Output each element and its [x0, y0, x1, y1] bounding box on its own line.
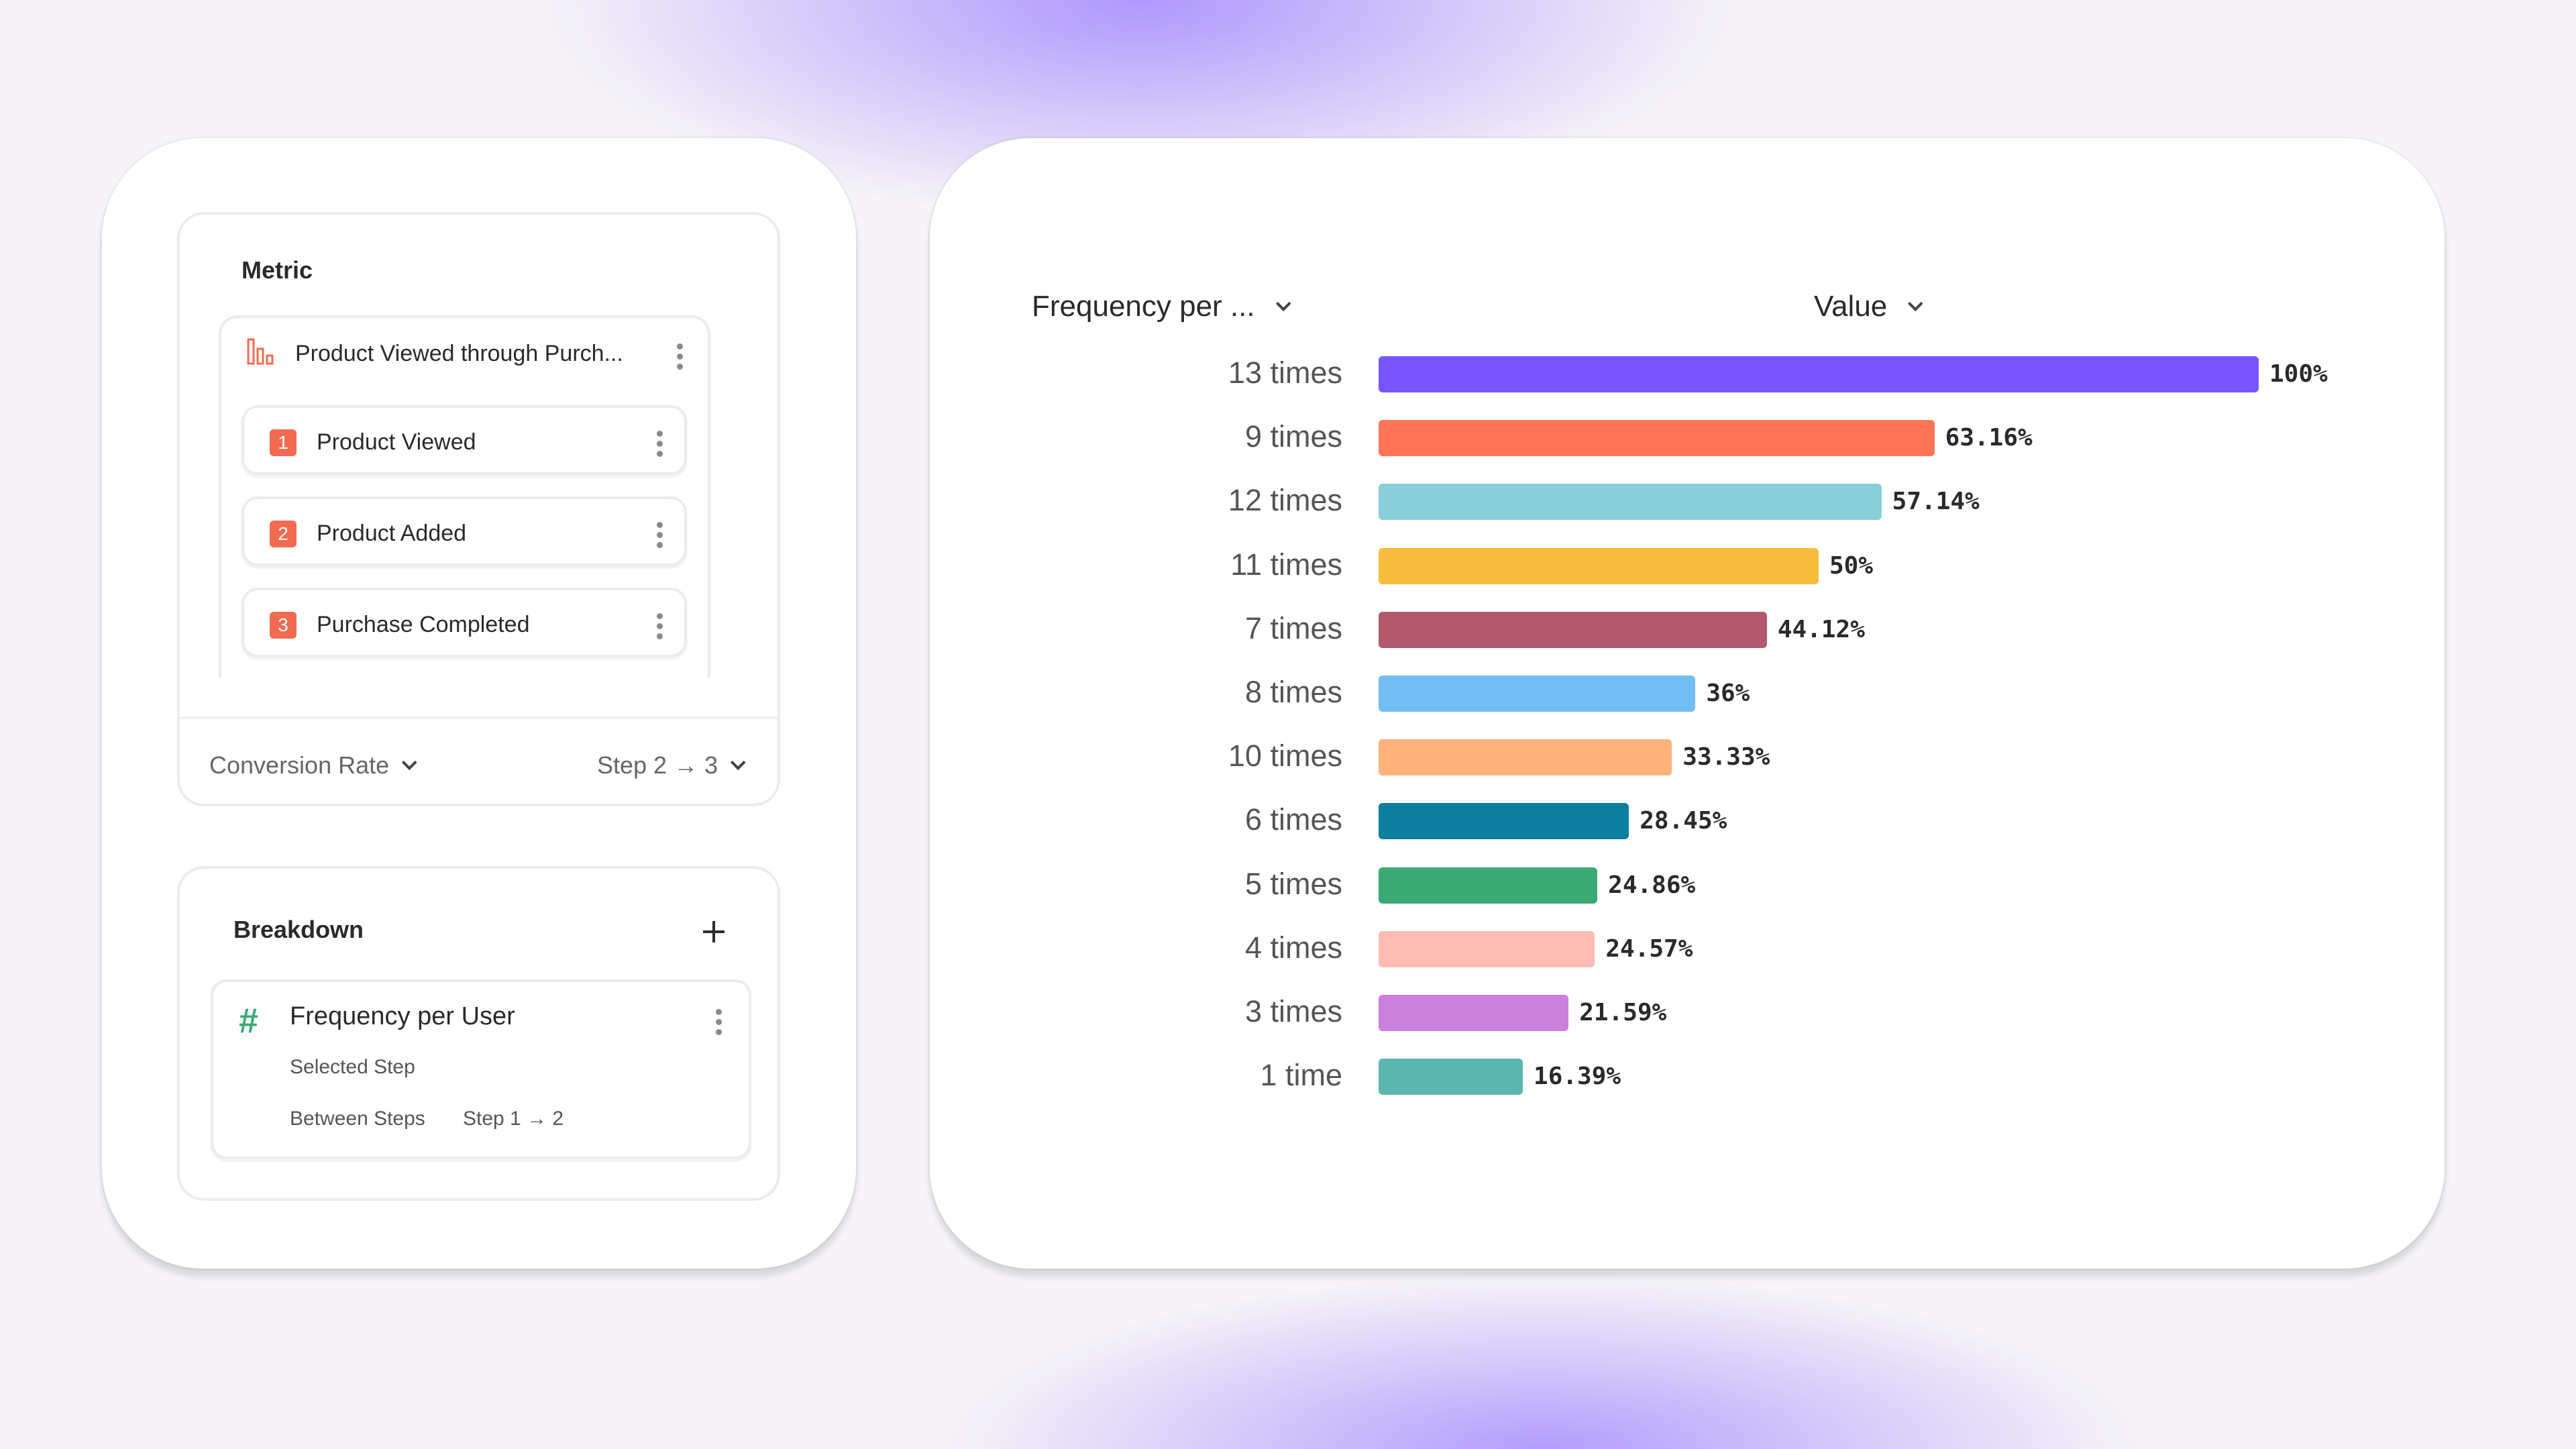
bar[interactable] — [1379, 1059, 1523, 1095]
bar[interactable] — [1379, 995, 1569, 1031]
chevron-down-icon — [402, 755, 417, 771]
divider — [180, 716, 777, 719]
category-label: 1 time — [1260, 1058, 1342, 1093]
category-label: 13 times — [1228, 356, 1342, 390]
value-label: 63.16% — [1945, 424, 2033, 452]
measure-label: Conversion Rate — [209, 751, 390, 779]
chevron-down-icon — [1275, 296, 1291, 312]
value-label: 28.45% — [1640, 807, 1727, 835]
step-label: Product Viewed — [317, 429, 476, 455]
measure-dropdown[interactable]: Conversion Rate — [209, 751, 417, 780]
measure-column-label: Value — [1814, 290, 1888, 323]
selected-step-label: Selected Step — [290, 1056, 415, 1078]
bar[interactable] — [1379, 803, 1629, 840]
chevron-down-icon — [731, 755, 746, 771]
step-number-badge: 3 — [270, 612, 297, 639]
value-label: 50% — [1829, 551, 1874, 580]
value-label: 57.14% — [1892, 488, 1980, 516]
value-label: 33.33% — [1682, 743, 1770, 771]
breakdown-more-icon[interactable] — [715, 1009, 722, 1035]
bar[interactable] — [1379, 867, 1598, 904]
category-label: 10 times — [1228, 739, 1342, 773]
funnel-step-3[interactable]: 3 Purchase Completed — [241, 588, 687, 657]
bar[interactable] — [1379, 356, 2259, 392]
chart-panel: Frequency per ... Value 13 times 100% 9 ti… — [930, 138, 2445, 1269]
value-label: 100% — [2269, 360, 2328, 388]
value-label: 21.59% — [1579, 999, 1667, 1026]
chevron-down-icon — [1908, 296, 1923, 312]
category-label: 3 times — [1244, 994, 1342, 1028]
step-label: Product Added — [317, 521, 467, 546]
value-label: 24.57% — [1605, 934, 1693, 963]
category-label: 8 times — [1244, 675, 1342, 709]
category-label: 7 times — [1244, 610, 1342, 645]
funnel-step-1[interactable]: 1 Product Viewed — [241, 405, 687, 475]
value-label: 44.12% — [1777, 615, 1865, 643]
value-label: 24.86% — [1608, 871, 1696, 899]
between-steps-label: Between Steps — [290, 1108, 425, 1130]
breakdown-item-label: Frequency per User — [290, 1002, 515, 1030]
step-more-icon[interactable] — [656, 522, 663, 548]
value-label: 36% — [1706, 680, 1750, 707]
metric-title: Metric — [241, 256, 313, 284]
bar[interactable] — [1379, 547, 1819, 584]
funnel-step-2[interactable]: 2 Product Added — [241, 496, 687, 566]
metric-section: Metric Product Viewed through Purch... 1… — [177, 212, 780, 806]
bar[interactable] — [1379, 739, 1672, 776]
dimension-label: Frequency per ... — [1032, 290, 1255, 323]
bar[interactable] — [1379, 420, 1935, 457]
step-more-icon[interactable] — [656, 431, 663, 457]
step-number-badge: 2 — [270, 521, 297, 547]
query-builder-panel: Metric Product Viewed through Purch... 1… — [102, 138, 856, 1269]
category-label: 9 times — [1244, 419, 1342, 454]
bar[interactable] — [1379, 484, 1882, 521]
measure-column-dropdown[interactable]: Value — [1814, 290, 1923, 323]
category-label: 12 times — [1228, 483, 1342, 518]
category-label: 4 times — [1244, 930, 1342, 965]
bar[interactable] — [1379, 676, 1696, 712]
category-label: 6 times — [1244, 802, 1342, 837]
breakdown-title: Breakdown — [233, 916, 364, 943]
step-number-badge: 1 — [270, 429, 297, 456]
category-label: 5 times — [1244, 866, 1342, 901]
breakdown-section: Breakdown # Frequency per User Selected … — [177, 866, 780, 1201]
funnel-group[interactable]: Product Viewed through Purch... 1 Produc… — [219, 315, 710, 678]
hash-icon: # — [239, 1002, 258, 1040]
step-label: Purchase Completed — [317, 612, 530, 637]
step-more-icon[interactable] — [656, 613, 663, 639]
dimension-dropdown[interactable]: Frequency per ... — [1032, 290, 1291, 323]
bar[interactable] — [1379, 611, 1767, 648]
category-label: 11 times — [1230, 547, 1342, 582]
funnel-group-title: Product Viewed through Purch... — [295, 341, 623, 366]
group-more-icon[interactable] — [676, 343, 683, 370]
add-breakdown-icon[interactable] — [700, 918, 727, 945]
value-label: 16.39% — [1534, 1063, 1621, 1091]
step-range-label: Step 2 → 3 — [597, 751, 718, 779]
breakdown-item[interactable]: # Frequency per User Selected Step Betwe… — [211, 979, 751, 1159]
between-steps-value[interactable]: Step 1 → 2 — [463, 1108, 564, 1130]
funnel-bars-icon — [247, 338, 274, 365]
step-range-dropdown[interactable]: Step 2 → 3 — [597, 751, 746, 780]
bar[interactable] — [1379, 930, 1595, 967]
